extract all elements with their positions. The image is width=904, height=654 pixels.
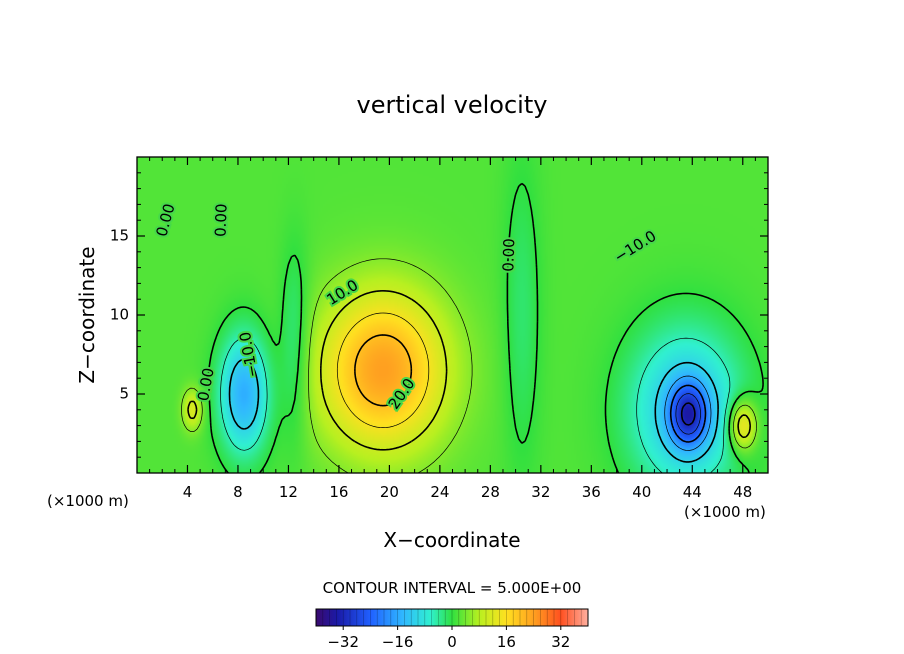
- x-tick-label: 44: [683, 483, 702, 501]
- x-tick-label: 28: [481, 483, 500, 501]
- x-tick-label: 16: [329, 483, 348, 501]
- contour-line--10: [228, 358, 719, 463]
- contour-line--20: [669, 384, 707, 443]
- contour-lines: [181, 182, 764, 473]
- colorbar-tick-label: 32: [551, 633, 570, 651]
- x-axis-label: X−coordinate: [383, 528, 520, 552]
- chart-title: vertical velocity: [357, 91, 548, 119]
- contour-line--15: [664, 375, 712, 451]
- y-tick-label: 5: [119, 385, 129, 403]
- colorbar-tick-label: 0: [447, 633, 457, 651]
- colorbar: −32 −16 0 16 32: [315, 608, 589, 651]
- colorbar-segments: [322, 609, 582, 626]
- x-unit-left: (×1000 m): [47, 492, 129, 510]
- y-tick-label: 10: [110, 306, 129, 324]
- y-axis-label: Z−coordinate: [75, 246, 99, 383]
- x-tick-label: 24: [430, 483, 449, 501]
- x-tick-label: 20: [380, 483, 399, 501]
- heatmap-image: [137, 157, 768, 473]
- contour-line-20: [354, 334, 413, 407]
- colorbar-tick-label: −16: [382, 633, 414, 651]
- colorbar-tick-label: −32: [327, 633, 359, 651]
- y-axis-ticks: 5 10 15: [110, 172, 768, 458]
- x-tick-label: 40: [632, 483, 651, 501]
- contour-line--5: [220, 337, 731, 473]
- contour-label: 0.00: [499, 238, 518, 272]
- x-axis-ticks: 4 8 12 16 20 24 28 32 36 40 44 48: [149, 157, 756, 501]
- contour-line-5: [181, 258, 757, 473]
- contour-line--30: [680, 402, 696, 426]
- x-tick-label: 4: [183, 483, 193, 501]
- contour-line--25: [675, 393, 701, 435]
- x-tick-label: 48: [733, 483, 752, 501]
- y-tick-label: 15: [110, 227, 129, 245]
- colorbar-tick-label: 16: [497, 633, 516, 651]
- x-tick-label: 36: [582, 483, 601, 501]
- x-tick-label: 8: [233, 483, 243, 501]
- contour-line-10: [187, 290, 751, 451]
- x-tick-label: 32: [531, 483, 550, 501]
- contour-interval-label: CONTOUR INTERVAL = 5.000E+00: [323, 579, 582, 597]
- contour-label: 0.00: [211, 203, 230, 237]
- colorbar-ticks: −32 −16 0 16 32: [327, 626, 570, 651]
- x-unit-right: (×1000 m): [684, 503, 766, 521]
- contour-line-0: [207, 182, 764, 473]
- x-tick-label: 12: [279, 483, 298, 501]
- contour-line-15: [336, 312, 430, 428]
